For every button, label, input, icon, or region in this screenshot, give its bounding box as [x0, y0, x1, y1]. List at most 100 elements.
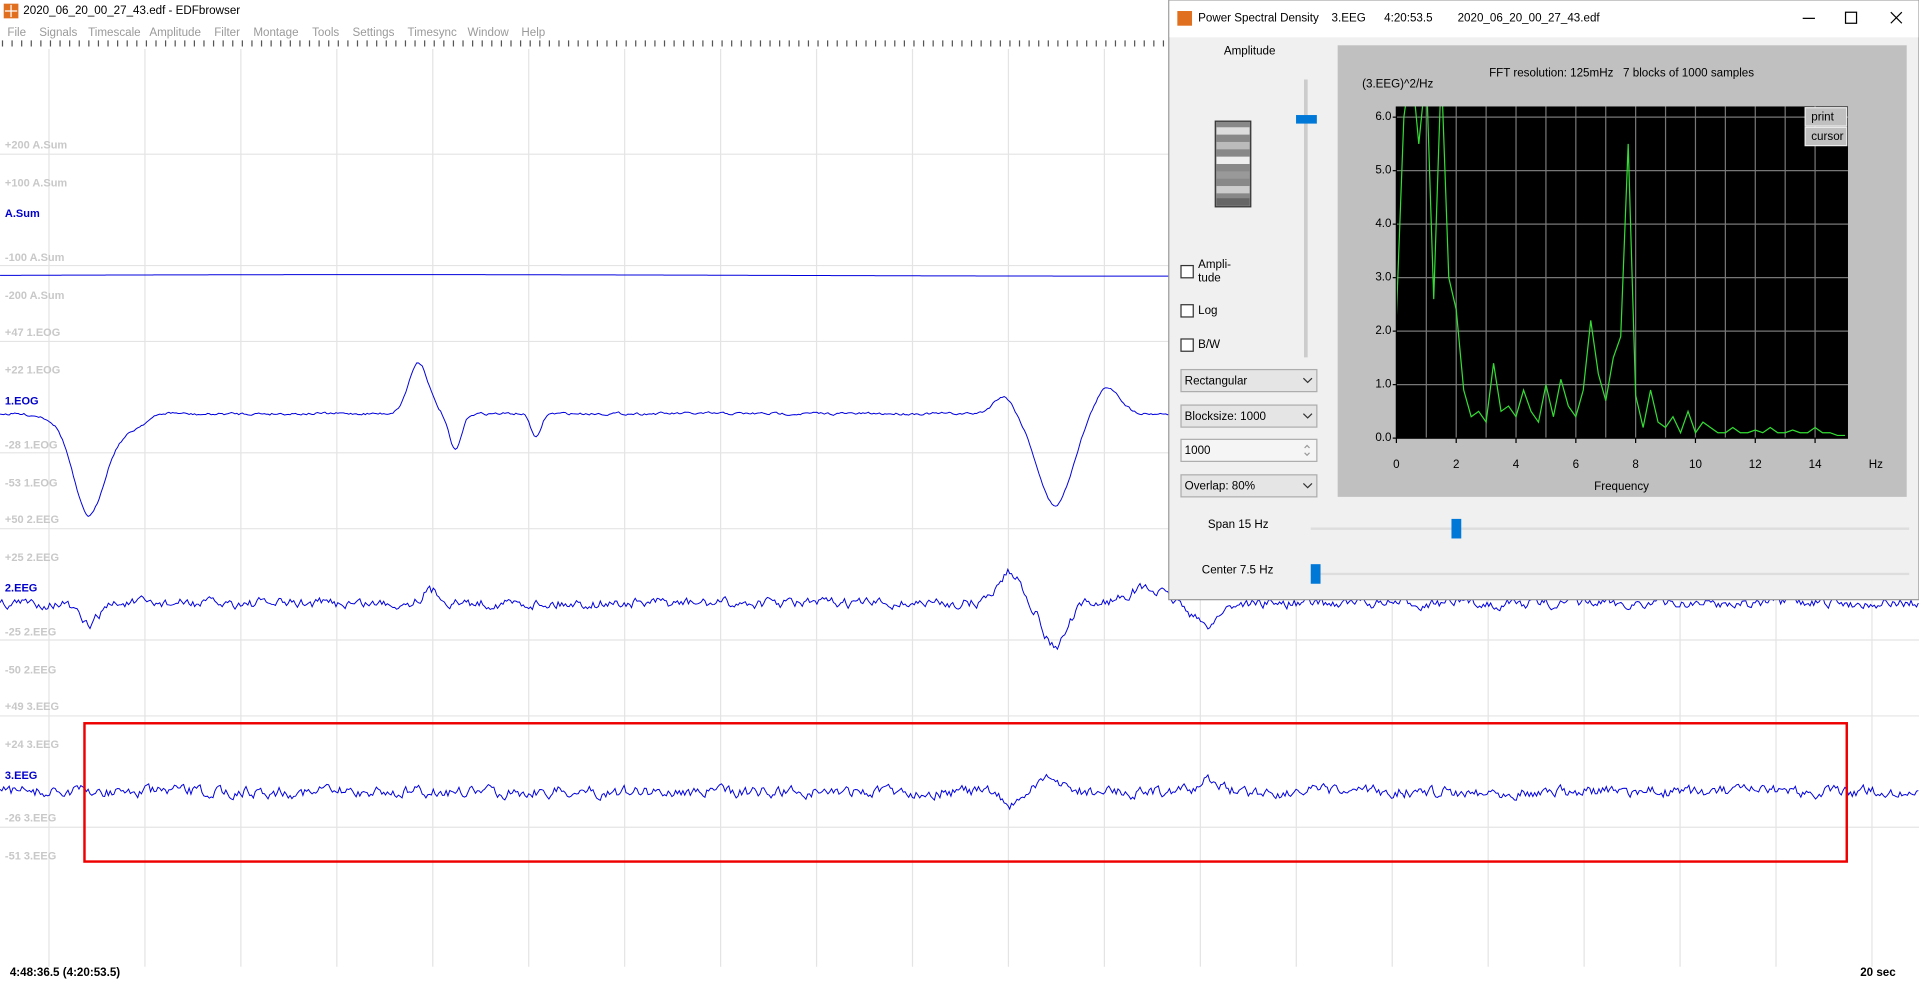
- signal-label[interactable]: 2.EEG: [5, 583, 37, 595]
- y-tick-label: 2.0: [1375, 324, 1391, 337]
- x-tick-label: 2: [1453, 458, 1459, 471]
- x-tick-label: 12: [1749, 458, 1762, 471]
- chart-button-label: print: [1811, 111, 1834, 124]
- signal-label[interactable]: 3.EEG: [5, 770, 37, 782]
- y-tick-label: 4.0: [1375, 217, 1391, 230]
- checkbox[interactable]: [1180, 338, 1194, 352]
- checkbox-label: tude: [1198, 271, 1221, 284]
- signal-label[interactable]: A.Sum: [5, 208, 40, 220]
- menu-item[interactable]: Tools: [312, 26, 339, 39]
- psd-window: Power Spectral Density 3.EEG 4:20:53.5 2020…: [1168, 0, 1919, 601]
- span-handle[interactable]: [1451, 518, 1462, 539]
- checkbox-label: Log: [1198, 304, 1217, 317]
- y-tick-label: 5.0: [1375, 164, 1391, 177]
- y-tick-label: 3.0: [1375, 271, 1391, 284]
- dropdown[interactable]: [1180, 368, 1318, 393]
- psd-titlebar: [1169, 0, 1919, 38]
- amplitude-icon-band: [1216, 156, 1250, 164]
- menu-item[interactable]: Signals: [39, 26, 77, 39]
- scale-label: -28 1.EOG: [5, 439, 58, 451]
- x-tick-label: 10: [1689, 458, 1702, 471]
- menu-item[interactable]: Filter: [214, 26, 240, 39]
- main-window: 2020_06_20_00_27_43.edf - EDFbrowser File…: [0, 3, 1919, 979]
- x-tick-label: 0: [1393, 458, 1399, 471]
- menu-item[interactable]: Settings: [352, 26, 394, 39]
- dropdown-label: Overlap: 80%: [1185, 480, 1255, 493]
- psd-file: 2020_06_20_00_27_43.edf: [1458, 11, 1601, 24]
- dropdown-arrow: [1302, 482, 1313, 489]
- amplitude-label: Amplitude: [1224, 44, 1276, 57]
- chart-button-label: cursor: [1811, 130, 1843, 143]
- x-tick-label: 4: [1513, 458, 1520, 471]
- scale-label: +200 A.Sum: [5, 140, 67, 152]
- dropdown[interactable]: [1180, 474, 1318, 498]
- scale-label: -50 2.EEG: [5, 665, 56, 677]
- y-tick-label: 6.0: [1375, 110, 1391, 123]
- dropdown[interactable]: [1180, 404, 1318, 428]
- x-axis-unit: Hz: [1869, 458, 1883, 471]
- dropdown-label: Rectangular: [1185, 374, 1248, 387]
- amplitude-handle[interactable]: [1296, 115, 1317, 124]
- psd-time: 4:20:53.5: [1384, 11, 1432, 24]
- scale-label: +50 2.EEG: [5, 514, 59, 526]
- scale-label: +25 2.EEG: [5, 552, 59, 564]
- spinbox-value: 1000: [1185, 444, 1211, 457]
- spinbox[interactable]: [1180, 438, 1318, 462]
- y-axis-label: (3.EEG)^2/Hz: [1362, 78, 1433, 91]
- psd-icon: [1177, 11, 1193, 26]
- close-button[interactable]: [1890, 11, 1903, 24]
- trace-eeg2: [0, 567, 1919, 651]
- x-tick-label: 14: [1809, 458, 1822, 471]
- y-tick-label: 0.0: [1375, 431, 1391, 444]
- center-handle[interactable]: [1310, 564, 1321, 584]
- scale-label: -51 3.EEG: [5, 851, 56, 863]
- dropdown-label: Blocksize: 1000: [1185, 410, 1266, 423]
- timescale: 20 sec: [1860, 966, 1896, 979]
- chart-button[interactable]: [1804, 126, 1848, 147]
- window-title: 2020_06_20_00_27_43.edf - EDFbrowser: [23, 4, 240, 17]
- menu-item[interactable]: Timesync: [408, 26, 457, 39]
- amplitude-icon-band: [1216, 171, 1250, 179]
- chart-button[interactable]: [1804, 107, 1848, 127]
- spin-arrows: [1304, 444, 1310, 457]
- checkbox[interactable]: [1180, 264, 1194, 279]
- menu-item[interactable]: Window: [468, 26, 510, 39]
- cursor-time: 4:48:36.5 (4:20:53.5): [10, 966, 120, 979]
- checkbox-label: B/W: [1198, 338, 1220, 351]
- scale-label: -26 3.EEG: [5, 813, 56, 825]
- menu-item[interactable]: Montage: [253, 26, 298, 39]
- plot-area: [1396, 106, 1848, 439]
- scale-label: +22 1.EOG: [5, 365, 60, 377]
- scale-label: -53 1.EOG: [5, 477, 58, 489]
- menu-item[interactable]: Help: [521, 26, 545, 39]
- amplitude-icon-band: [1216, 198, 1250, 206]
- scale-label: +49 3.EEG: [5, 701, 59, 713]
- span-label: Span 15 Hz: [1208, 518, 1269, 531]
- plot-border: [1395, 106, 1848, 439]
- scale-label: -100 A.Sum: [5, 252, 65, 264]
- center-label: Center 7.5 Hz: [1202, 563, 1274, 576]
- menu-item[interactable]: Timescale: [88, 26, 140, 39]
- y-tick-label: 1.0: [1375, 378, 1391, 391]
- scale-label: +24 3.EEG: [5, 739, 59, 751]
- amplitude-icon-band: [1216, 141, 1250, 150]
- app-icon-lines: [4, 4, 18, 18]
- maximize-button[interactable]: [1844, 11, 1858, 24]
- psd-line: [1396, 106, 1846, 437]
- scale-label: +100 A.Sum: [5, 177, 67, 189]
- signal-label[interactable]: 1.EOG: [5, 395, 39, 407]
- x-axis-label: Frequency: [1594, 480, 1649, 493]
- selection-box: [83, 722, 1848, 863]
- amplitude-icon-band: [1216, 186, 1250, 194]
- trace-eeg3: [0, 773, 1919, 811]
- checkbox[interactable]: [1180, 304, 1194, 318]
- scale-label: -200 A.Sum: [5, 290, 65, 302]
- x-tick-label: 6: [1573, 458, 1579, 471]
- amplitude-icon-band: [1216, 127, 1250, 135]
- scale-label: -25 2.EEG: [5, 627, 56, 639]
- dropdown-arrow: [1302, 377, 1313, 384]
- chart-title: FFT resolution: 125mHz 7 blocks of 1000 …: [1489, 66, 1754, 79]
- menu-item[interactable]: File: [7, 26, 26, 39]
- menu-item[interactable]: Amplitude: [149, 26, 201, 39]
